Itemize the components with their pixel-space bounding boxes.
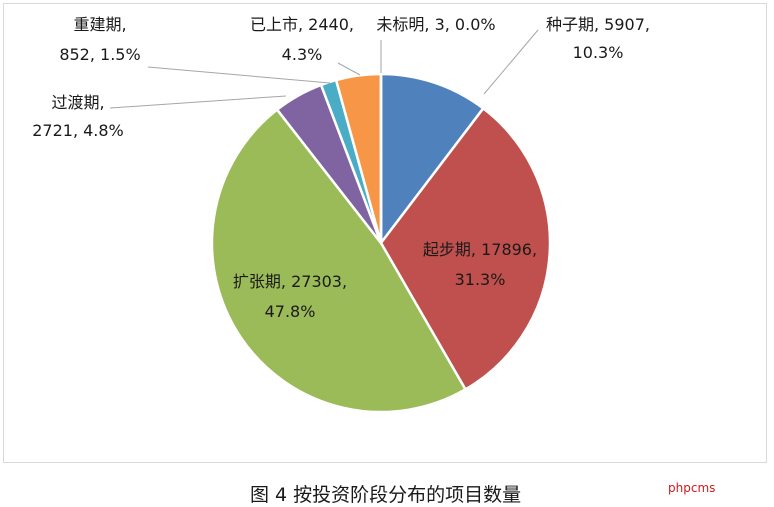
- leader-line-4: [110, 96, 286, 108]
- slice-label-line: 已上市, 2440,: [250, 15, 354, 34]
- slice-label-line: 起步期, 17896,: [423, 240, 537, 259]
- leader-line-6: [338, 63, 360, 75]
- slice-label-line: 未标明, 3, 0.0%: [376, 15, 495, 34]
- slice-label-1: 种子期, 5907, 10.3%: [546, 15, 650, 62]
- slice-label-line: 重建期,: [73, 15, 126, 34]
- leader-line-1: [484, 30, 538, 94]
- slice-label-line: 过渡期,: [51, 93, 104, 112]
- slice-label-line: 31.3%: [455, 270, 506, 289]
- slice-label-4: 过渡期, 2721, 4.8%: [32, 93, 124, 140]
- slice-label-line: 扩张期, 27303,: [233, 272, 347, 291]
- slice-label-line: 2721, 4.8%: [32, 121, 124, 140]
- slice-label-7: 未标明, 3, 0.0%: [376, 15, 495, 34]
- slice-label-line: 852, 1.5%: [59, 45, 140, 64]
- slice-label-line: 4.3%: [282, 45, 323, 64]
- leader-line-5: [148, 67, 330, 83]
- slice-label-line: 47.8%: [265, 302, 316, 321]
- slice-label-line: 种子期, 5907,: [546, 15, 650, 34]
- watermark: phpcms: [668, 481, 715, 495]
- slice-label-6: 已上市, 2440, 4.3%: [250, 15, 354, 64]
- figure-caption: 图 4 按投资阶段分布的项目数量: [250, 480, 521, 507]
- slice-label-5: 重建期, 852, 1.5%: [59, 15, 140, 64]
- slice-label-line: 10.3%: [573, 43, 624, 62]
